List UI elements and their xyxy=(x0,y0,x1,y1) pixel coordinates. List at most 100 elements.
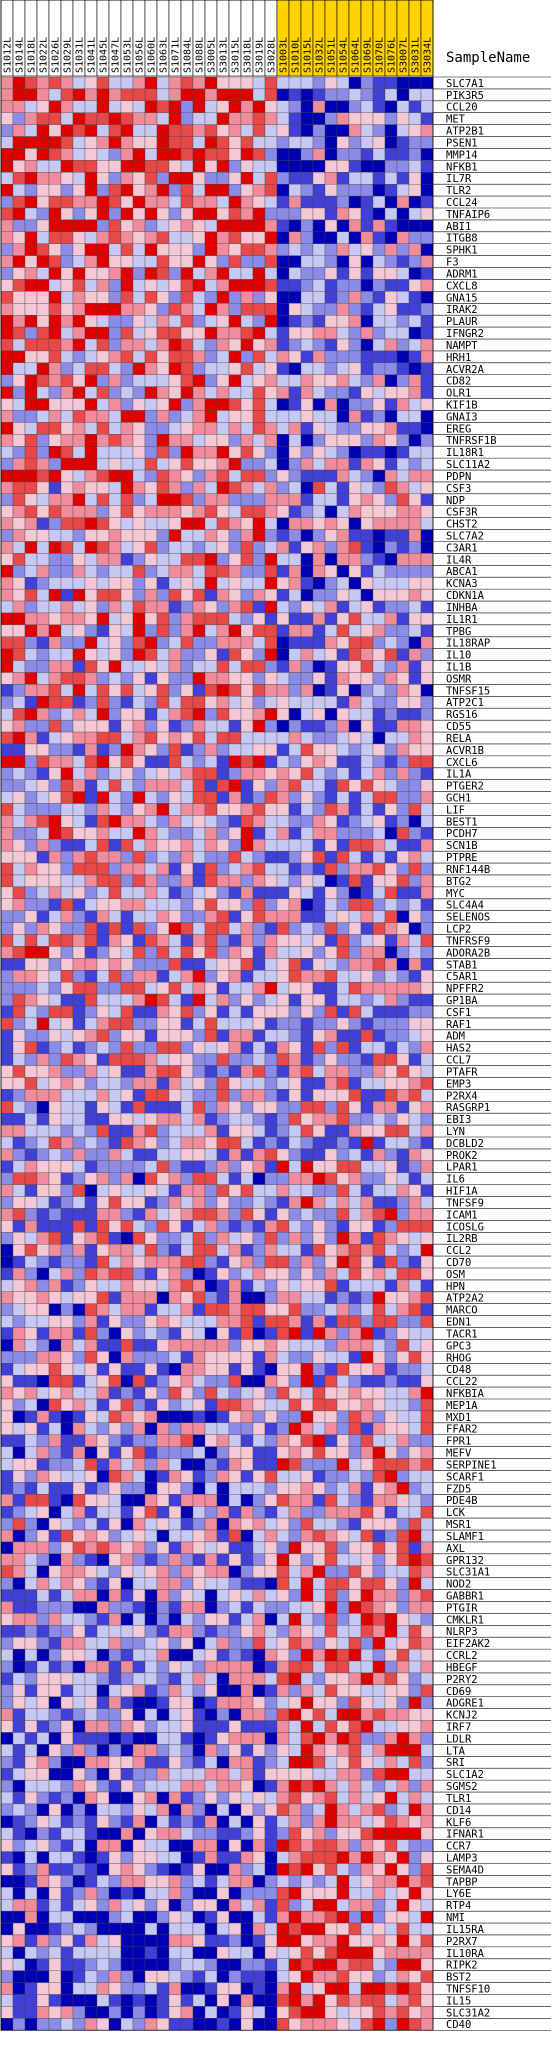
heatmap-cell xyxy=(288,672,302,685)
heatmap-cell xyxy=(132,243,146,256)
heatmap-cell xyxy=(108,970,122,983)
heatmap-cell xyxy=(312,374,326,387)
heatmap-cell xyxy=(156,1077,170,1090)
heatmap-cell xyxy=(324,1386,338,1400)
heatmap-cell xyxy=(240,1112,254,1126)
heatmap-cell xyxy=(420,767,434,780)
heatmap-cell xyxy=(108,1351,122,1364)
heatmap-cell xyxy=(96,1077,110,1090)
heatmap-cell xyxy=(252,1291,266,1304)
heatmap-cell xyxy=(24,124,38,137)
heatmap-cell xyxy=(276,1232,290,1245)
heatmap-cell xyxy=(132,1565,146,1578)
heatmap-cell xyxy=(84,1077,98,1090)
heatmap-cell xyxy=(12,588,26,602)
heatmap-cell xyxy=(240,1517,254,1531)
heatmap-cell xyxy=(36,577,50,590)
heatmap-cell xyxy=(192,958,206,971)
heatmap-cell xyxy=(240,255,254,268)
heatmap-cell xyxy=(96,1184,110,1197)
heatmap-cell xyxy=(264,958,278,971)
heatmap-cell xyxy=(120,839,134,852)
heatmap-cell xyxy=(96,1458,110,1471)
heatmap-cell xyxy=(228,1029,242,1042)
heatmap-cell xyxy=(372,1208,386,1221)
heatmap-cell xyxy=(192,434,206,447)
heatmap-cell xyxy=(420,231,434,244)
heatmap-cell xyxy=(276,886,290,899)
heatmap-cell xyxy=(384,1398,398,1412)
heatmap-cell xyxy=(240,731,254,745)
heatmap-cell xyxy=(216,708,230,721)
heatmap-cell xyxy=(252,600,266,614)
heatmap-cell xyxy=(156,1577,170,1590)
heatmap-cell xyxy=(252,981,266,995)
heatmap-cell xyxy=(204,1565,218,1578)
heatmap-cell xyxy=(288,231,302,244)
heatmap-cell xyxy=(420,350,434,364)
heatmap-cell xyxy=(408,1410,422,1424)
heatmap-cell xyxy=(324,1053,338,1066)
heatmap-cell xyxy=(408,1196,422,1209)
heatmap-cell xyxy=(0,1339,14,1352)
heatmap-cell xyxy=(144,541,158,554)
heatmap-cell xyxy=(336,505,350,518)
heatmap-cell xyxy=(48,672,62,685)
heatmap-cell xyxy=(12,767,26,780)
heatmap-cell xyxy=(396,1124,410,1138)
heatmap-cell xyxy=(408,1208,422,1221)
heatmap-cell xyxy=(348,160,362,173)
heatmap-cell xyxy=(336,457,350,471)
heatmap-cell xyxy=(372,1363,386,1376)
heatmap-cell xyxy=(0,255,14,268)
heatmap-cell xyxy=(0,315,14,328)
heatmap-cell xyxy=(12,207,26,221)
heatmap-cell xyxy=(180,1434,194,1447)
heatmap-cell xyxy=(264,1244,278,1257)
heatmap-cell xyxy=(312,434,326,447)
heatmap-cell xyxy=(180,839,194,852)
heatmap-cell xyxy=(60,1494,74,1507)
heatmap-cell xyxy=(228,291,242,304)
heatmap-cell xyxy=(420,362,434,375)
heatmap-cell xyxy=(204,136,218,149)
heatmap-cell xyxy=(384,517,398,530)
heatmap-cell xyxy=(156,1279,170,1292)
heatmap-cell xyxy=(84,172,98,185)
heatmap-cell xyxy=(372,1375,386,1388)
heatmap-cell xyxy=(192,1124,206,1138)
heatmap-cell xyxy=(192,1470,206,1483)
heatmap-cell xyxy=(144,457,158,471)
heatmap-cell xyxy=(72,1494,86,1507)
heatmap-cell xyxy=(72,184,86,197)
heatmap-cell xyxy=(48,1398,62,1412)
heatmap-cell xyxy=(24,88,38,101)
heatmap-cell xyxy=(204,541,218,554)
heatmap-cell xyxy=(24,1363,38,1376)
heatmap-cell xyxy=(12,1053,26,1066)
heatmap-cell xyxy=(288,660,302,673)
heatmap-cell xyxy=(300,493,314,506)
heatmap-cell xyxy=(348,648,362,661)
heatmap-cell xyxy=(48,76,62,90)
heatmap-cell xyxy=(408,993,422,1007)
heatmap-cell xyxy=(204,1458,218,1471)
heatmap-cell xyxy=(36,886,50,899)
heatmap-cell xyxy=(144,1112,158,1126)
heatmap-cell xyxy=(252,958,266,971)
heatmap-cell xyxy=(180,100,194,113)
heatmap-cell xyxy=(288,767,302,780)
heatmap-cell xyxy=(204,1529,218,1543)
heatmap-cell xyxy=(420,410,434,423)
heatmap-cell xyxy=(384,374,398,387)
heatmap-cell xyxy=(252,410,266,423)
heatmap-cell xyxy=(240,827,254,840)
heatmap-cell xyxy=(336,1232,350,1245)
heatmap-cell xyxy=(216,898,230,911)
heatmap-cell xyxy=(276,577,290,590)
heatmap-cell xyxy=(360,600,374,614)
heatmap-cell xyxy=(12,410,26,423)
heatmap-cell xyxy=(300,1565,314,1578)
heatmap-cell xyxy=(300,1077,314,1090)
heatmap-cell xyxy=(312,934,326,947)
